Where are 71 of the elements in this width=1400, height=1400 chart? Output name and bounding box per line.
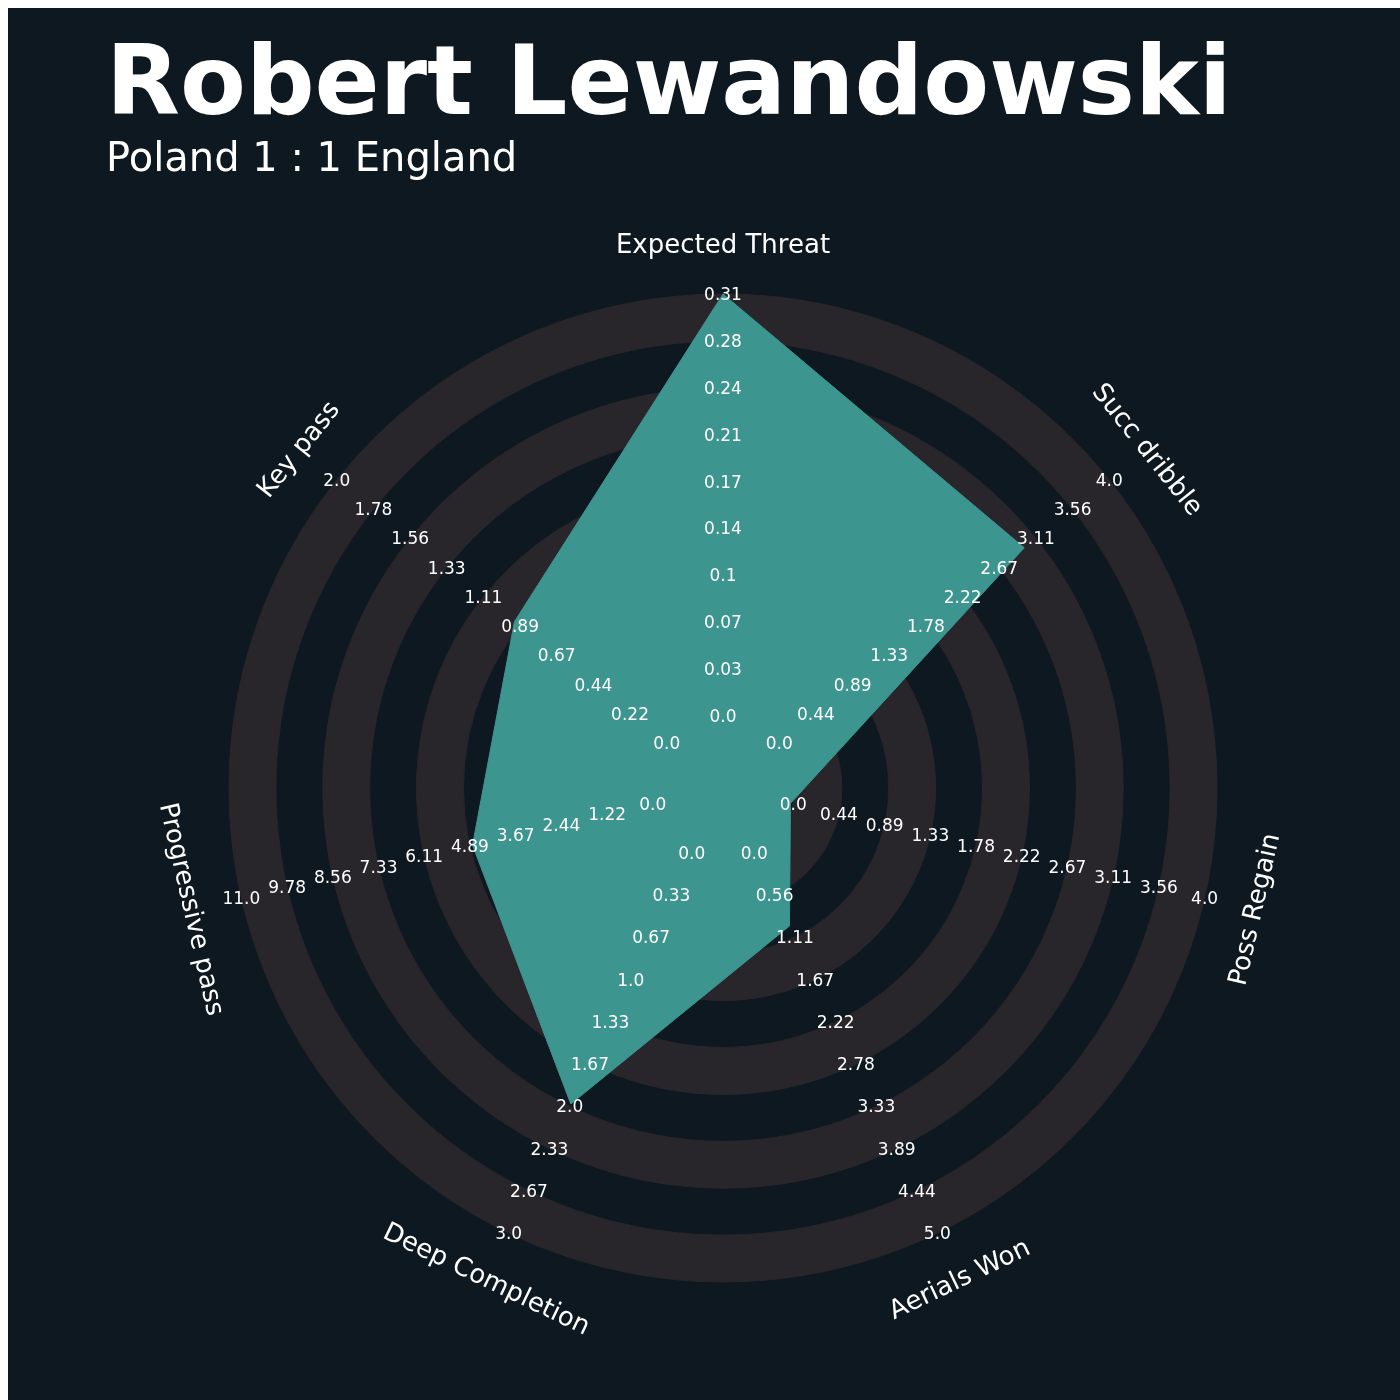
text: 4.89 xyxy=(451,835,489,856)
text: 4.0 xyxy=(1095,470,1123,490)
text: 2.33 xyxy=(530,1138,569,1159)
text: 2.44 xyxy=(542,814,581,835)
text: 3.56 xyxy=(1139,877,1178,898)
text: 2.22 xyxy=(816,1011,855,1032)
text: 1.33 xyxy=(427,557,466,578)
text: 0.33 xyxy=(652,885,691,906)
text: 0.89 xyxy=(833,674,872,695)
text: 4.44 xyxy=(898,1180,936,1201)
chart-title: Robert Lewandowski xyxy=(106,25,1232,137)
text: 2.67 xyxy=(1048,856,1087,877)
text: 1.78 xyxy=(957,835,995,856)
text: 2.0 xyxy=(556,1096,584,1117)
text: 3.67 xyxy=(496,825,535,846)
text: 0.44 xyxy=(797,703,835,724)
text: 1.33 xyxy=(911,825,950,846)
text: 2.22 xyxy=(1002,846,1041,867)
text: 1.67 xyxy=(571,1054,609,1075)
text: 3.33 xyxy=(857,1096,896,1117)
text: 1.33 xyxy=(591,1011,630,1032)
text: 1.33 xyxy=(870,645,909,666)
text: 7.33 xyxy=(359,856,398,877)
text: 5.0 xyxy=(923,1223,951,1244)
text: 1.22 xyxy=(588,804,627,825)
text: 1.0 xyxy=(617,969,645,990)
text: 0.0 xyxy=(709,706,737,726)
text: 0.31 xyxy=(704,284,742,304)
text: 0.89 xyxy=(865,814,904,835)
text: 11.0 xyxy=(222,887,261,908)
text: 0.0 xyxy=(678,842,706,863)
text: 0.28 xyxy=(704,330,742,351)
text: 0.17 xyxy=(704,471,742,492)
text: 0.44 xyxy=(819,804,858,825)
text: 3.11 xyxy=(1094,867,1133,888)
text: 2.67 xyxy=(510,1180,548,1201)
text: 2.78 xyxy=(837,1054,875,1075)
text: 0.0 xyxy=(765,733,793,754)
text: 0.0 xyxy=(779,794,807,815)
text: 2.0 xyxy=(323,470,351,490)
text: 0.22 xyxy=(611,703,649,724)
text: 9.78 xyxy=(268,877,307,898)
chart-subtitle: Poland 1 : 1 England xyxy=(106,134,518,180)
text: 4.0 xyxy=(1191,887,1219,908)
text: 0.0 xyxy=(740,842,768,863)
text: 1.67 xyxy=(796,969,835,990)
text: 3.56 xyxy=(1053,499,1092,520)
text: 0.1 xyxy=(709,565,737,586)
text: 2.22 xyxy=(943,586,982,607)
text: 0.67 xyxy=(632,927,670,948)
text: 1.11 xyxy=(464,586,503,607)
text: 1.11 xyxy=(776,927,814,948)
text: 0.14 xyxy=(704,518,742,539)
text: 3.89 xyxy=(877,1138,916,1159)
text: 3.0 xyxy=(495,1223,523,1244)
text: 1.78 xyxy=(354,499,393,520)
text: 1.56 xyxy=(391,528,430,549)
text: 0.21 xyxy=(704,424,742,445)
spoke-label: Expected Threat xyxy=(615,229,831,259)
text: 0.07 xyxy=(704,612,742,633)
text: 0.0 xyxy=(653,733,681,754)
spoke-label: Poss Regain xyxy=(1221,830,1286,988)
text: 0.67 xyxy=(537,645,576,666)
text: 3.11 xyxy=(1016,528,1055,549)
text: 6.11 xyxy=(405,846,444,867)
text: 0.03 xyxy=(704,659,742,680)
text: 8.56 xyxy=(313,867,352,888)
text: 1.78 xyxy=(907,616,945,637)
text: 0.44 xyxy=(574,674,613,695)
text: 0.0 xyxy=(639,794,667,815)
text: 0.24 xyxy=(704,377,742,398)
